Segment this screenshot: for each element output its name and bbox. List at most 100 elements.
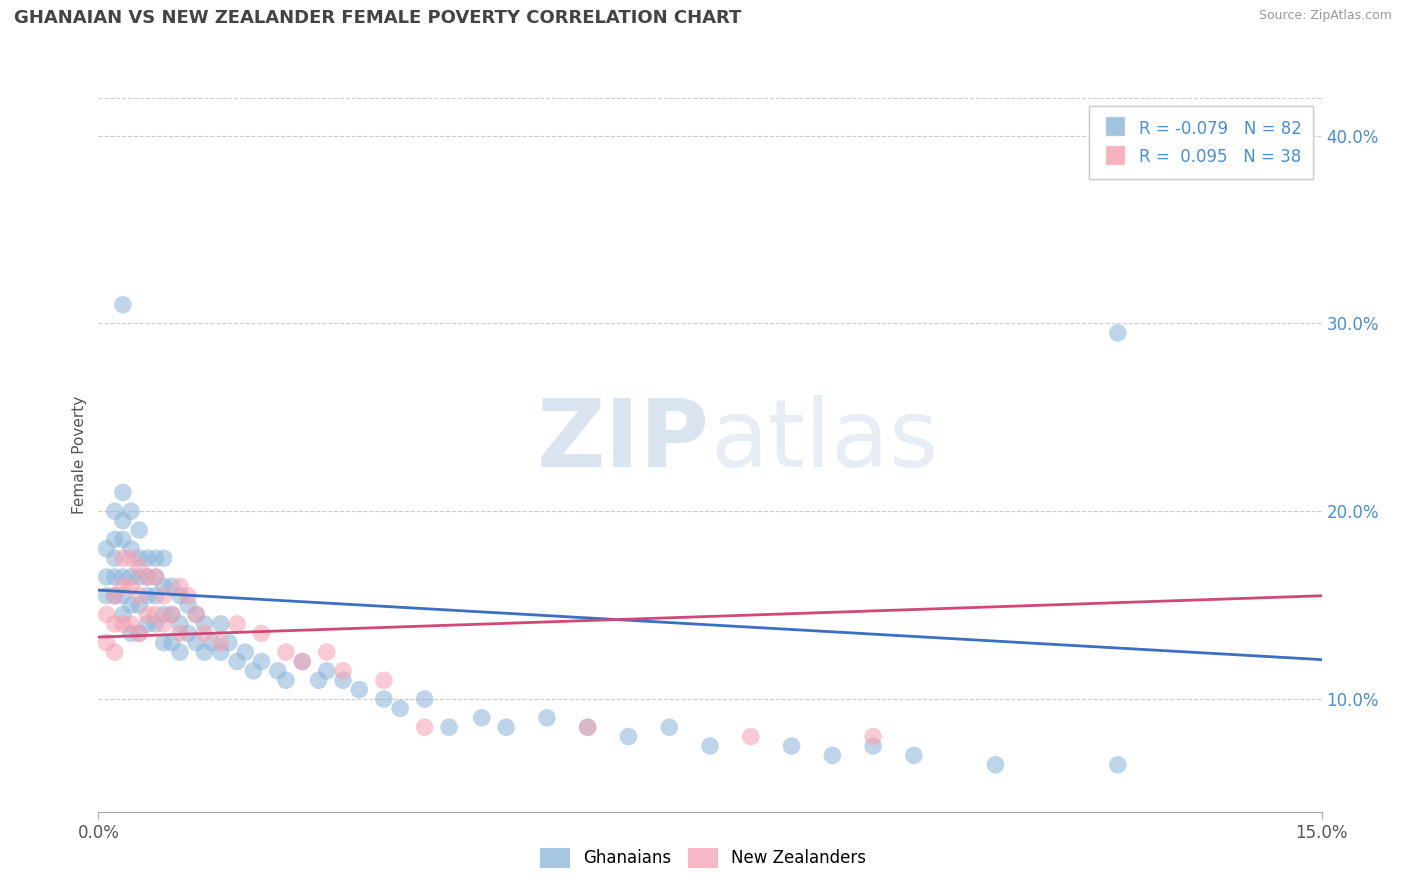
Point bbox=[177, 589, 200, 603]
Point bbox=[136, 589, 159, 603]
Point bbox=[128, 626, 150, 640]
Point bbox=[152, 579, 174, 593]
Point bbox=[209, 636, 232, 650]
Point bbox=[193, 626, 215, 640]
Point bbox=[332, 664, 354, 678]
Point bbox=[136, 607, 159, 622]
Point bbox=[120, 626, 142, 640]
Point bbox=[471, 711, 494, 725]
Point bbox=[104, 616, 127, 631]
Point bbox=[274, 645, 297, 659]
Point bbox=[111, 607, 134, 622]
Point bbox=[120, 616, 142, 631]
Point bbox=[136, 570, 159, 584]
Point bbox=[373, 673, 395, 688]
Point bbox=[128, 523, 150, 537]
Point bbox=[413, 692, 436, 706]
Point bbox=[169, 589, 191, 603]
Point bbox=[984, 757, 1007, 772]
Point bbox=[128, 570, 150, 584]
Point bbox=[315, 645, 337, 659]
Point bbox=[152, 589, 174, 603]
Point bbox=[576, 720, 599, 734]
Point bbox=[111, 298, 134, 312]
Point bbox=[332, 673, 354, 688]
Point bbox=[104, 551, 127, 566]
Point bbox=[169, 645, 191, 659]
Point bbox=[152, 551, 174, 566]
Point bbox=[104, 589, 127, 603]
Point bbox=[120, 551, 142, 566]
Point bbox=[780, 739, 803, 753]
Point bbox=[136, 616, 159, 631]
Point bbox=[160, 607, 183, 622]
Point bbox=[617, 730, 640, 744]
Point bbox=[373, 692, 395, 706]
Point bbox=[136, 551, 159, 566]
Point bbox=[160, 607, 183, 622]
Point bbox=[96, 541, 118, 556]
Text: Source: ZipAtlas.com: Source: ZipAtlas.com bbox=[1258, 9, 1392, 22]
Point bbox=[862, 730, 884, 744]
Point bbox=[104, 645, 127, 659]
Point bbox=[389, 701, 412, 715]
Point bbox=[120, 570, 142, 584]
Text: ZIP: ZIP bbox=[537, 394, 710, 487]
Point bbox=[169, 626, 191, 640]
Point bbox=[160, 579, 183, 593]
Point bbox=[145, 570, 167, 584]
Point bbox=[437, 720, 460, 734]
Point bbox=[201, 636, 224, 650]
Point bbox=[349, 682, 371, 697]
Point bbox=[152, 607, 174, 622]
Point bbox=[536, 711, 558, 725]
Point bbox=[186, 607, 208, 622]
Legend: Ghanaians, New Zealanders: Ghanaians, New Zealanders bbox=[533, 841, 873, 875]
Point bbox=[111, 485, 134, 500]
Point bbox=[226, 616, 249, 631]
Point bbox=[291, 655, 314, 669]
Point bbox=[152, 636, 174, 650]
Point bbox=[160, 636, 183, 650]
Point bbox=[193, 616, 215, 631]
Point bbox=[136, 570, 159, 584]
Point bbox=[740, 730, 762, 744]
Point bbox=[128, 551, 150, 566]
Point bbox=[111, 533, 134, 547]
Y-axis label: Female Poverty: Female Poverty bbox=[72, 396, 87, 514]
Point bbox=[821, 748, 844, 763]
Point bbox=[128, 626, 150, 640]
Point bbox=[120, 579, 142, 593]
Point bbox=[862, 739, 884, 753]
Point bbox=[96, 607, 118, 622]
Point bbox=[104, 504, 127, 518]
Point bbox=[145, 607, 167, 622]
Point bbox=[169, 616, 191, 631]
Point bbox=[145, 551, 167, 566]
Point bbox=[242, 664, 264, 678]
Point bbox=[291, 655, 314, 669]
Point bbox=[186, 636, 208, 650]
Point bbox=[128, 560, 150, 574]
Point bbox=[120, 541, 142, 556]
Point bbox=[218, 636, 240, 650]
Point bbox=[111, 514, 134, 528]
Point bbox=[169, 579, 191, 593]
Point bbox=[111, 616, 134, 631]
Point bbox=[413, 720, 436, 734]
Point bbox=[177, 598, 200, 612]
Point bbox=[250, 655, 273, 669]
Point bbox=[209, 645, 232, 659]
Point bbox=[1107, 757, 1129, 772]
Point bbox=[903, 748, 925, 763]
Point bbox=[152, 616, 174, 631]
Point bbox=[315, 664, 337, 678]
Point bbox=[111, 579, 134, 593]
Point bbox=[267, 664, 290, 678]
Point bbox=[1107, 326, 1129, 340]
Point bbox=[145, 570, 167, 584]
Point bbox=[120, 504, 142, 518]
Point bbox=[226, 655, 249, 669]
Point bbox=[233, 645, 256, 659]
Point bbox=[96, 636, 118, 650]
